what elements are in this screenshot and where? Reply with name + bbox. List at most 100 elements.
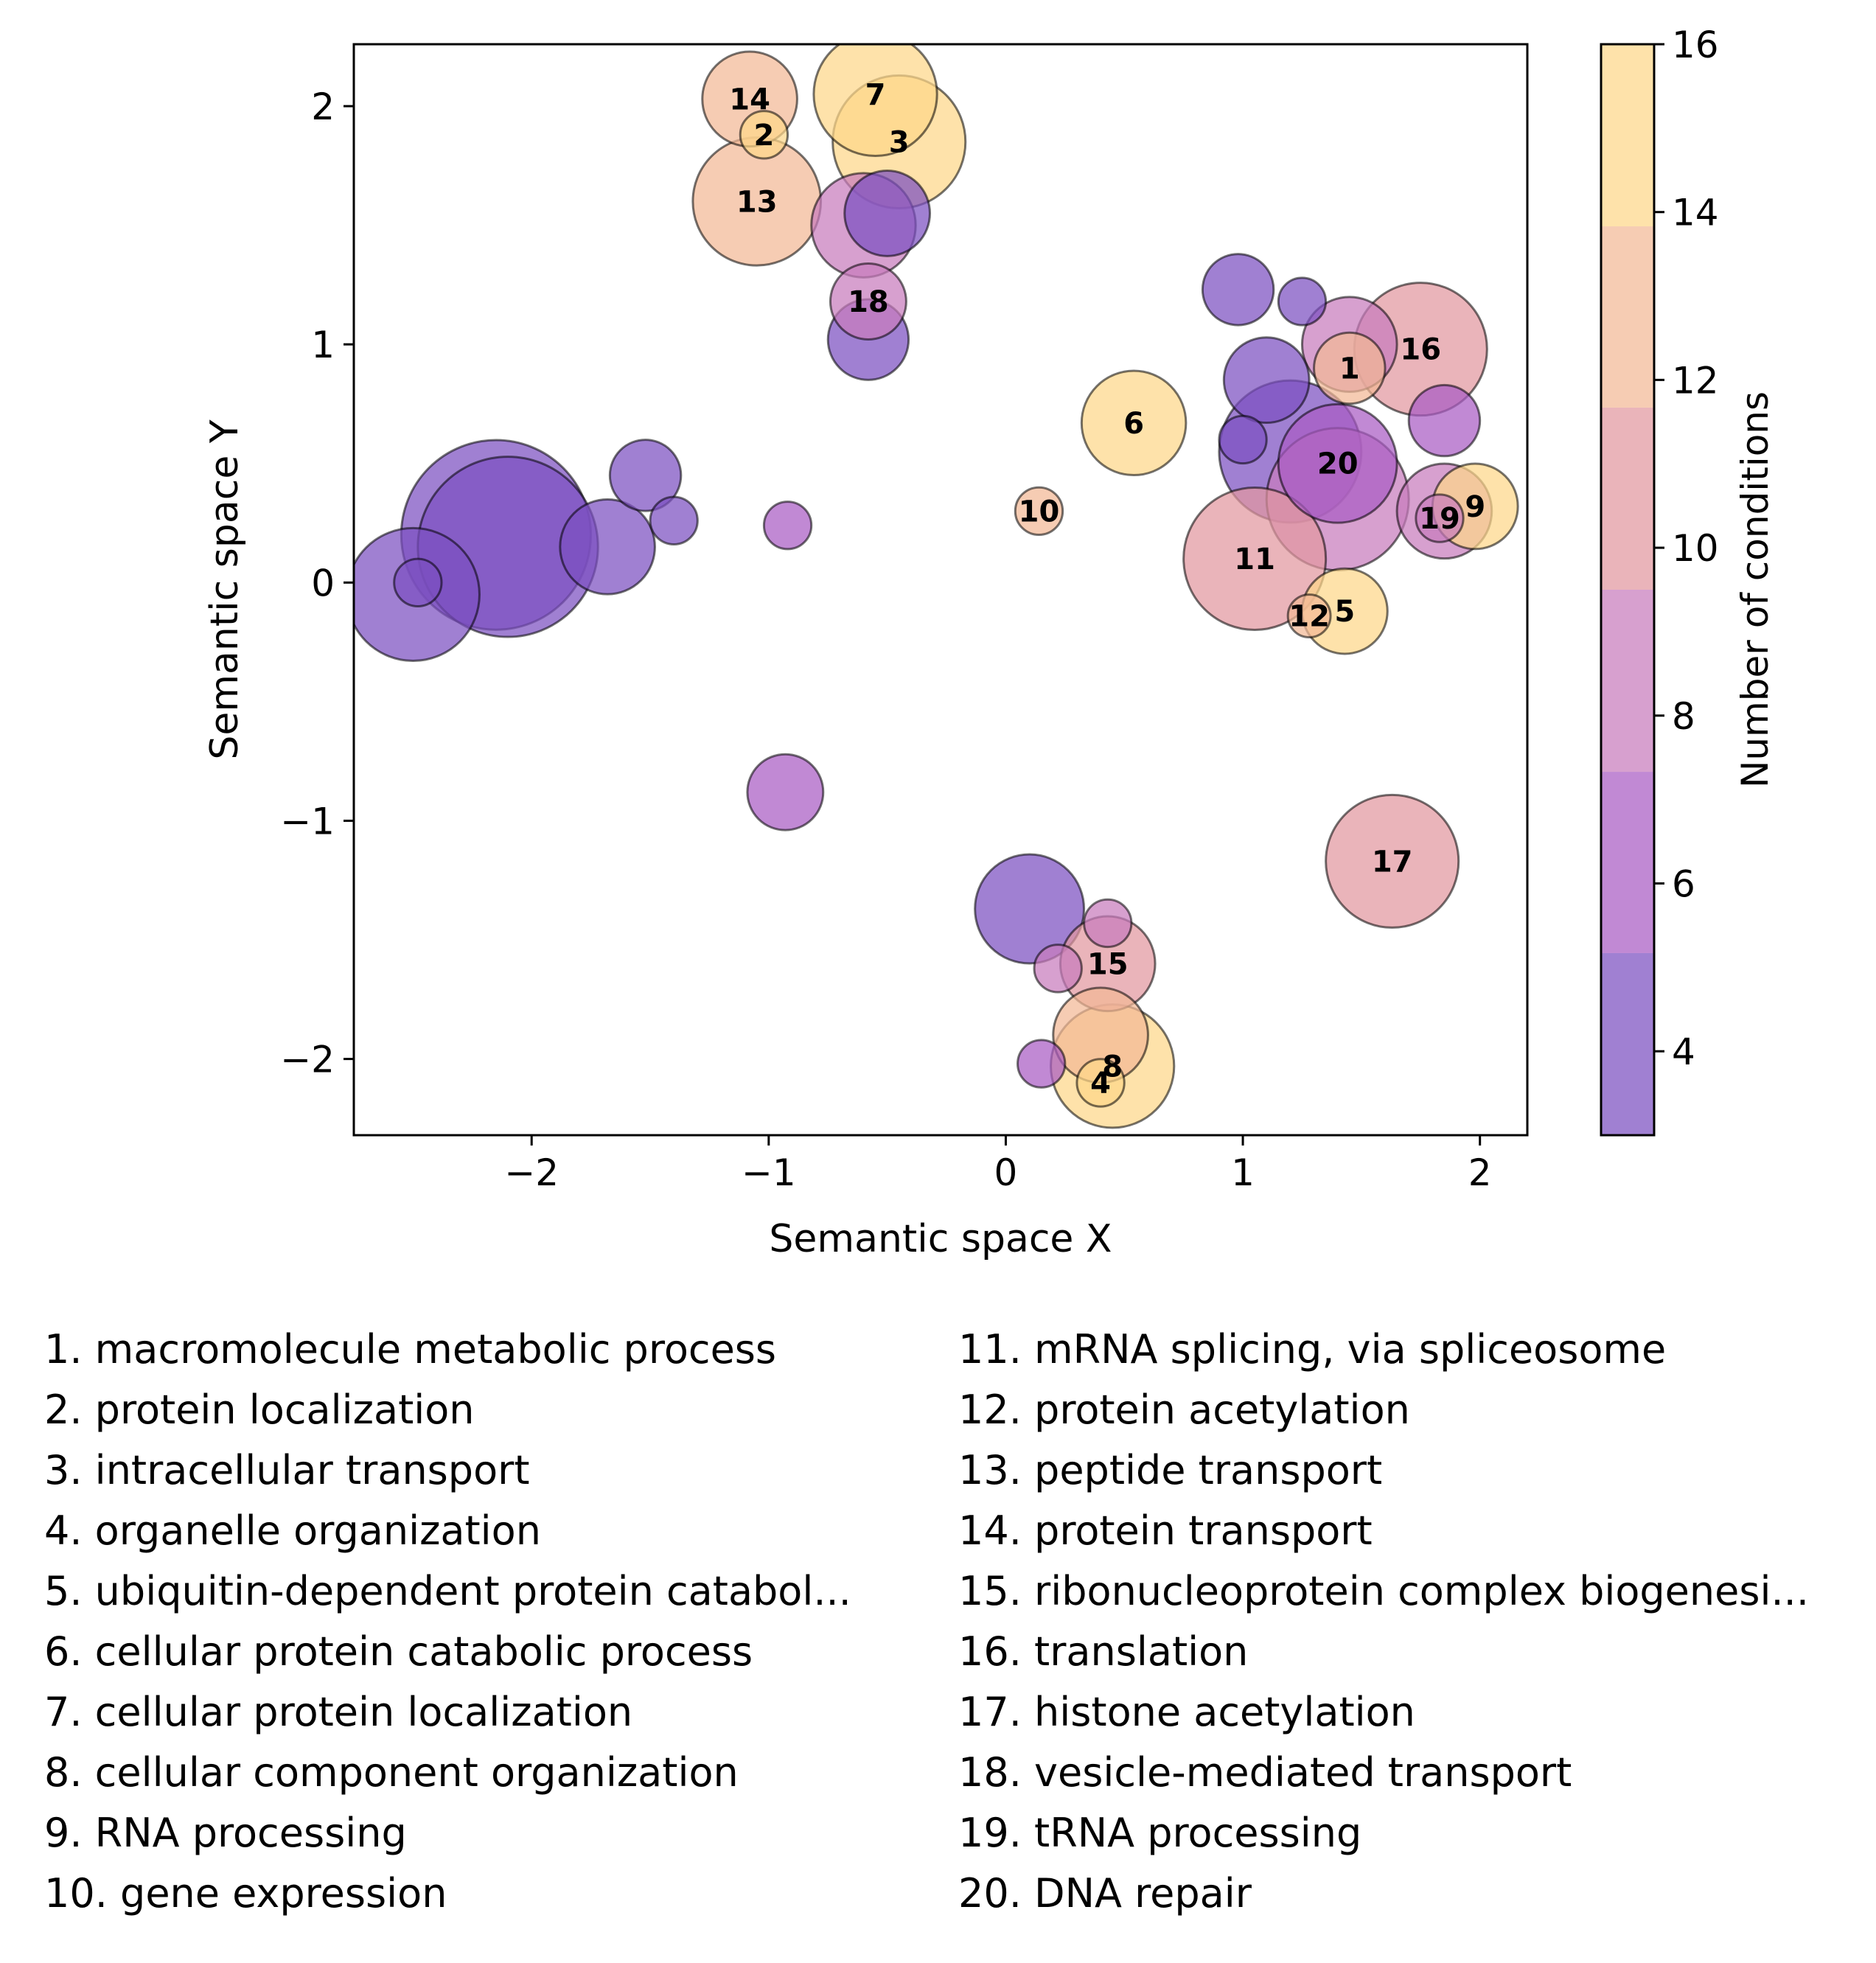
bubble-label-8: 8 — [1102, 1050, 1123, 1084]
colorbar-tick-label: 4 — [1672, 1031, 1695, 1073]
x-tick-label: −2 — [504, 1151, 559, 1194]
bubble — [974, 853, 1086, 965]
x-axis-ticks: −2 −1 0 1 2 — [504, 1135, 1492, 1194]
plot-frame — [352, 43, 1529, 1137]
colorbar-segment — [1601, 44, 1654, 227]
bubble-20 — [1277, 402, 1398, 524]
legend-item: 20. DNA repair — [958, 1870, 1252, 1917]
bubble — [1201, 253, 1275, 327]
legend-item: 12. protein acetylation — [958, 1387, 1410, 1433]
y-tick-label: 1 — [311, 324, 335, 366]
bubble-label-13: 13 — [736, 185, 778, 219]
legend-item: 2. protein localization — [44, 1387, 475, 1433]
colorbar — [1601, 44, 1654, 1135]
bubble-7 — [812, 44, 938, 157]
bubble — [1277, 276, 1328, 327]
legend-item: 15. ribonucleoprotein complex biogenesi.… — [958, 1568, 1809, 1614]
legend-item: 17. histone acetylation — [958, 1689, 1415, 1735]
colorbar-tick-label: 12 — [1672, 359, 1719, 402]
colorbar-segment — [1601, 772, 1654, 953]
y-tick-label: −2 — [280, 1039, 335, 1081]
bubble-18 — [829, 262, 907, 341]
bubble — [843, 170, 932, 257]
colorbar-segment — [1601, 952, 1654, 1135]
bubble-11 — [1182, 487, 1328, 631]
colorbar-frame — [1600, 43, 1656, 1137]
legend-item: 11. mRNA splicing, via spliceosome — [958, 1326, 1667, 1373]
bubble-label-16: 16 — [1400, 333, 1441, 367]
colorbar-tick-label: 8 — [1672, 695, 1695, 738]
bubble — [393, 557, 443, 607]
bubble-2 — [739, 110, 789, 160]
bubble — [1222, 336, 1311, 425]
x-axis-label: Semantic space X — [769, 1217, 1112, 1261]
legend-item: 4. organelle organization — [44, 1507, 541, 1554]
term-legend-right-column: 11. mRNA splicing, via spliceosome 12. pr… — [958, 1319, 1843, 1924]
bubble-label-10: 10 — [1019, 495, 1060, 529]
bubble — [1218, 414, 1268, 465]
bubble — [559, 498, 656, 596]
colorbar-segment — [1601, 407, 1654, 590]
bubble-label-3: 3 — [889, 125, 910, 159]
bubble — [1083, 898, 1133, 949]
y-tick-label: 2 — [311, 86, 335, 128]
x-tick-label: 0 — [994, 1151, 1018, 1194]
colorbar-segment — [1601, 590, 1654, 773]
colorbar-ticks: 4 6 8 10 12 14 16 — [1654, 24, 1719, 1073]
legend-item: 13. peptide transport — [958, 1447, 1383, 1493]
legend-item: 7. cellular protein localization — [44, 1689, 633, 1735]
bubble-6 — [1080, 369, 1188, 477]
term-legend-left-column: 1. macromolecule metabolic process 2. pro… — [44, 1319, 929, 1924]
bubble-label-11: 11 — [1234, 543, 1275, 576]
bubble — [1407, 383, 1482, 458]
bubble-1 — [1313, 331, 1387, 405]
legend-item: 5. ubiquitin-dependent protein catabol..… — [44, 1568, 851, 1614]
bubble-label-2: 2 — [753, 119, 774, 153]
legend-item: 14. protein transport — [958, 1507, 1373, 1554]
legend-item: 19. tRNA processing — [958, 1810, 1362, 1856]
bubble-12 — [1286, 593, 1332, 638]
x-tick-label: −1 — [742, 1151, 796, 1194]
y-axis-ticks: −2 −1 0 1 2 — [280, 86, 354, 1081]
colorbar-tick-label: 16 — [1672, 24, 1719, 66]
bubble-label-14: 14 — [729, 83, 770, 116]
x-tick-label: 2 — [1468, 1151, 1492, 1194]
bubble-label-15: 15 — [1087, 947, 1129, 981]
bubble-label-18: 18 — [848, 285, 889, 319]
bubble-label-4: 4 — [1090, 1067, 1111, 1101]
bubble-19 — [1415, 493, 1465, 543]
colorbar-segment — [1601, 226, 1654, 408]
y-tick-label: −1 — [280, 800, 335, 843]
bubble-4 — [1075, 1058, 1126, 1108]
bubble-label-12: 12 — [1289, 600, 1330, 634]
bubble-label-7: 7 — [865, 78, 886, 112]
bubble — [1017, 1039, 1067, 1089]
legend-item: 10. gene expression — [44, 1870, 447, 1917]
bubble-label-layer: 14 7 13 3 18 2 16 6 1 20 10 919 11 512 17 15 84 — [729, 78, 1485, 1101]
y-tick-label: 0 — [311, 562, 335, 604]
bubble-label-5: 5 — [1334, 595, 1355, 629]
bubble-label-6: 6 — [1123, 407, 1144, 441]
legend-item: 3. intracellular transport — [44, 1447, 530, 1493]
bubble — [746, 753, 825, 831]
legend-item: 16. translation — [958, 1628, 1249, 1675]
x-tick-label: 1 — [1231, 1151, 1255, 1194]
bubble-17 — [1325, 793, 1460, 929]
bubble-10 — [1014, 486, 1064, 537]
colorbar-tick-label: 14 — [1672, 192, 1719, 234]
legend-item: 6. cellular protein catabolic process — [44, 1628, 753, 1675]
legend-item: 18. vesicle-mediated transport — [958, 1749, 1572, 1796]
bubble-label-1: 1 — [1339, 352, 1360, 386]
colorbar-tick-label: 10 — [1672, 527, 1719, 570]
legend-item: 8. cellular component organization — [44, 1749, 739, 1796]
bubble-label-20: 20 — [1317, 447, 1359, 481]
bubble-label-17: 17 — [1372, 845, 1413, 879]
bubble-label-19: 19 — [1419, 502, 1460, 536]
bubble — [649, 495, 699, 545]
bubble-label-9: 9 — [1465, 490, 1485, 524]
legend-item: 1. macromolecule metabolic process — [44, 1326, 777, 1373]
colorbar-label: Number of conditions — [1734, 391, 1776, 788]
bubble — [762, 501, 813, 551]
legend-item: 9. RNA processing — [44, 1810, 407, 1856]
